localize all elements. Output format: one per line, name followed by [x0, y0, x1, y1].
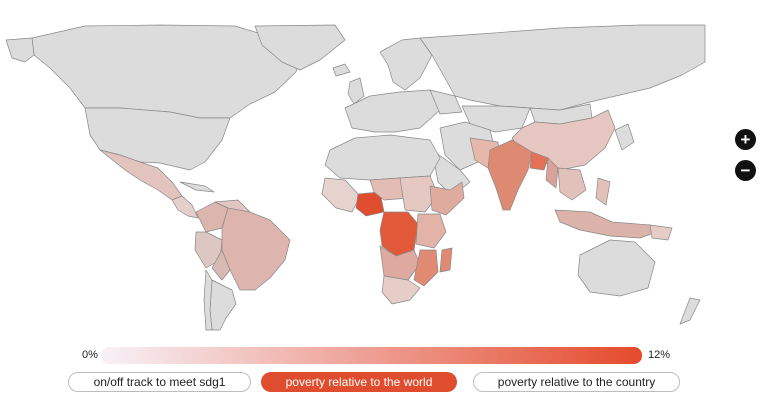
tab-label: on/off track to meet sdg1 [93, 375, 226, 389]
country-southern-africa [381, 275, 421, 305]
legend-max-label: 12% [648, 349, 671, 361]
zoom-out-button[interactable]: − [735, 160, 756, 181]
minus-icon: − [740, 161, 751, 180]
country-australia [577, 239, 656, 297]
tab-label: poverty relative to the world [285, 375, 433, 389]
country-southeast-asia [557, 167, 587, 201]
country-west-africa [321, 177, 361, 213]
country-bolivia [211, 249, 231, 281]
country-philippines [595, 177, 611, 206]
country-india [487, 139, 533, 211]
country-brazil [221, 207, 291, 291]
country-argentina [209, 279, 237, 331]
tab-label: poverty relative to the country [497, 375, 656, 389]
country-north-africa [324, 134, 441, 181]
country-western-europe [344, 89, 441, 133]
country-russia [419, 24, 706, 111]
country-central-america [171, 195, 199, 219]
plus-icon: + [740, 130, 751, 149]
country-ukraine [429, 89, 463, 115]
tab-poverty-relative-country[interactable]: poverty relative to the country [473, 372, 680, 392]
country-iceland [332, 63, 351, 77]
country-korea-japan [614, 123, 635, 151]
tab-poverty-relative-world[interactable]: poverty relative to the world [261, 372, 457, 392]
country-canada [31, 24, 301, 119]
country-greenland [254, 24, 346, 71]
country-scandinavia [379, 37, 433, 91]
country-papua-new-guinea [649, 224, 673, 241]
country-new-zealand [679, 297, 701, 325]
country-bangladesh [529, 151, 549, 171]
country-uk [347, 77, 365, 105]
country-cuba [179, 181, 215, 193]
legend-color-scale [101, 347, 642, 364]
country-alaska [5, 37, 35, 63]
tab-on-off-track[interactable]: on/off track to meet sdg1 [68, 372, 251, 392]
country-east-africa [415, 213, 447, 249]
zoom-in-button[interactable]: + [735, 129, 756, 150]
legend-min-label: 0% [82, 349, 98, 361]
country-indonesia [554, 209, 663, 239]
country-madagascar [439, 247, 453, 273]
country-chad-niger [369, 177, 411, 201]
country-ethiopia [429, 181, 465, 216]
country-myanmar [545, 157, 559, 189]
country-mozambique [413, 249, 439, 287]
country-chile [203, 269, 213, 331]
